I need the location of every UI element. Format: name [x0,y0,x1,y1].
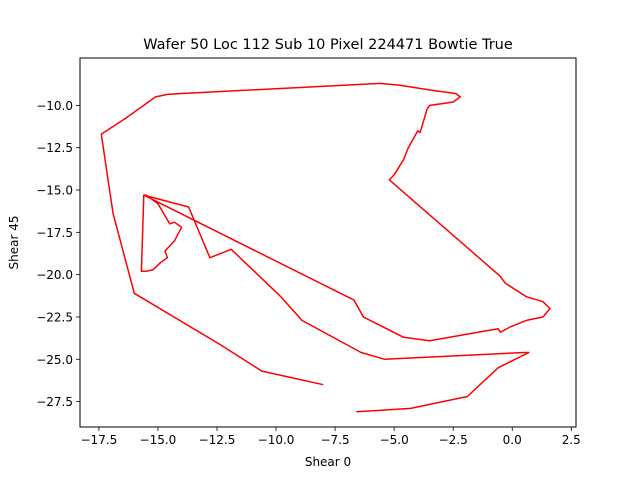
series-layer [100,82,551,413]
x-tick-label: −12.5 [199,433,236,447]
x-tick-label: −17.5 [81,433,118,447]
y-tick-label: −27.5 [36,395,73,409]
y-tick-label: −15.0 [36,184,73,198]
series-line-0 [100,82,551,413]
x-tick-label: −10.0 [258,433,295,447]
y-axis-title: Shear 45 [7,216,21,270]
x-tick-label: −15.0 [140,433,177,447]
x-axis: −17.5 −15.0 −12.5 −10.0 −7.5 −5.0 −2.5 0.0 2.5 [81,427,581,447]
x-tick-label: −2.5 [439,433,468,447]
y-tick-label: −25.0 [36,353,73,367]
x-tick-label: 2.5 [562,433,581,447]
y-tick-label: −12.5 [36,141,73,155]
x-tick-label: 0.0 [503,433,522,447]
x-tick-label: −7.5 [321,433,350,447]
y-tick-label: −20.0 [36,268,73,282]
x-tick-label: −5.0 [380,433,409,447]
y-tick-label: −22.5 [36,310,73,324]
y-tick-label: −17.5 [36,226,73,240]
y-tick-label: −10.0 [36,99,73,113]
chart-title: Wafer 50 Loc 112 Sub 10 Pixel 224471 Bow… [143,37,513,53]
x-axis-title: Shear 0 [305,455,351,469]
plot-frame [79,57,577,428]
y-axis: −10.0 −12.5 −15.0 −17.5 −20.0 −22.5 −25.0 −27.5 [36,99,80,409]
